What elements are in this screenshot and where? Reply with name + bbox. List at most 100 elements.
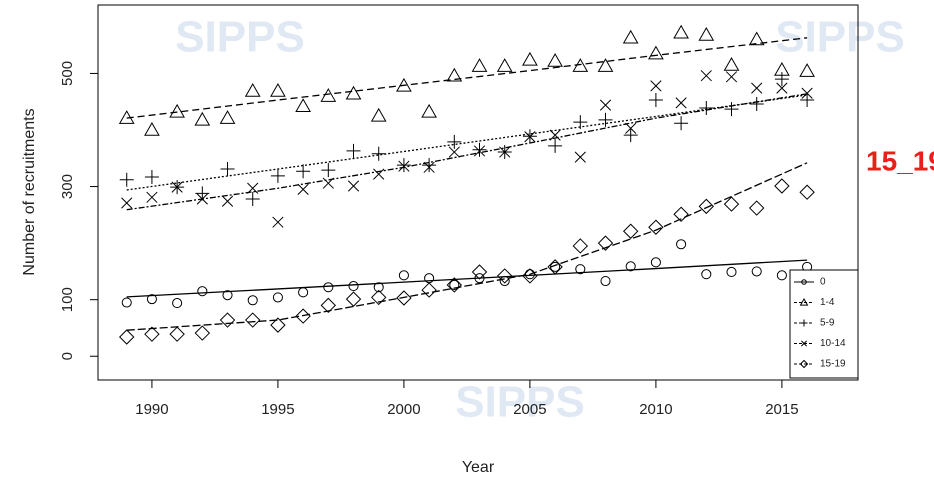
point — [677, 240, 686, 249]
point — [649, 93, 663, 107]
point — [523, 53, 537, 65]
point — [473, 59, 487, 71]
point — [248, 296, 257, 305]
legend-label: 5-9 — [820, 318, 835, 329]
point — [145, 327, 159, 341]
trend-line — [127, 95, 807, 190]
watermark: SIPPS — [175, 13, 305, 62]
point — [321, 163, 335, 177]
point — [347, 292, 361, 306]
point — [752, 267, 761, 276]
point — [299, 288, 308, 297]
point — [372, 109, 386, 121]
point — [702, 270, 711, 279]
point — [145, 123, 159, 135]
point — [173, 299, 182, 308]
point — [195, 326, 209, 340]
point — [296, 99, 310, 111]
point — [222, 196, 233, 207]
point — [246, 84, 260, 96]
point — [800, 185, 814, 199]
point — [624, 31, 638, 43]
point — [699, 28, 713, 40]
point — [699, 199, 713, 213]
point — [347, 87, 361, 99]
point — [273, 217, 284, 228]
point — [651, 81, 662, 92]
point — [321, 298, 335, 312]
point — [624, 128, 638, 142]
point — [348, 181, 359, 192]
x-tick-label: 1995 — [261, 401, 294, 418]
point — [422, 105, 436, 117]
point — [246, 313, 260, 327]
point — [473, 265, 487, 279]
point — [498, 59, 512, 71]
legend-label: 1-4 — [820, 297, 835, 308]
point — [775, 72, 789, 86]
point — [372, 147, 386, 161]
point — [600, 100, 611, 111]
y-tick-label: 100 — [59, 287, 76, 312]
x-tick-label: 1990 — [135, 401, 168, 418]
point — [601, 276, 610, 285]
point — [271, 84, 285, 96]
point — [800, 64, 814, 76]
point — [373, 169, 384, 180]
legend-label: 0 — [820, 277, 826, 288]
point — [777, 271, 786, 280]
point — [725, 58, 739, 70]
point — [195, 113, 209, 125]
point — [273, 293, 282, 302]
point — [170, 327, 184, 341]
point — [120, 173, 134, 187]
legend: 0 1-4 5-9 10-14 15-19 — [790, 270, 858, 378]
point — [246, 192, 260, 206]
point — [349, 282, 358, 291]
point — [198, 287, 207, 296]
point — [750, 201, 764, 215]
y-tick-label: 0 — [59, 352, 76, 360]
x-tick-label: 2005 — [513, 401, 546, 418]
x-tick-label: 2015 — [765, 401, 798, 418]
point — [725, 102, 739, 116]
point — [122, 298, 131, 307]
point — [701, 70, 712, 81]
point — [473, 143, 487, 157]
point — [147, 192, 158, 203]
point — [145, 170, 159, 184]
point — [399, 271, 408, 280]
point — [651, 258, 660, 267]
watermark: SIPPS — [775, 13, 905, 62]
point — [548, 54, 562, 66]
x-axis-title: Year — [462, 459, 495, 476]
point — [323, 178, 334, 189]
point — [221, 162, 235, 176]
point — [649, 47, 663, 59]
y-tick-label: 300 — [59, 174, 76, 199]
point — [599, 113, 613, 127]
point — [221, 313, 235, 327]
point — [298, 184, 309, 195]
legend-label: 15-19 — [820, 359, 846, 370]
annotation: 15_19 — [866, 145, 934, 176]
y-tick-label: 500 — [59, 61, 76, 86]
point — [674, 116, 688, 130]
point — [121, 198, 132, 209]
point — [550, 130, 561, 141]
point — [575, 152, 586, 163]
x-tick-label: 2000 — [387, 401, 420, 418]
point — [422, 158, 436, 172]
legend-label: 10-14 — [820, 338, 846, 349]
point — [397, 158, 411, 172]
point — [221, 111, 235, 123]
point — [422, 283, 436, 297]
y-axis-title: Number of recruitments — [21, 108, 38, 275]
chart: SIPPS SIPPS SIPPS Year Number of recruit… — [0, 0, 934, 482]
point — [324, 283, 333, 292]
point — [624, 224, 638, 238]
point — [751, 83, 762, 94]
point — [674, 26, 688, 38]
point — [548, 139, 562, 153]
point — [347, 144, 361, 158]
